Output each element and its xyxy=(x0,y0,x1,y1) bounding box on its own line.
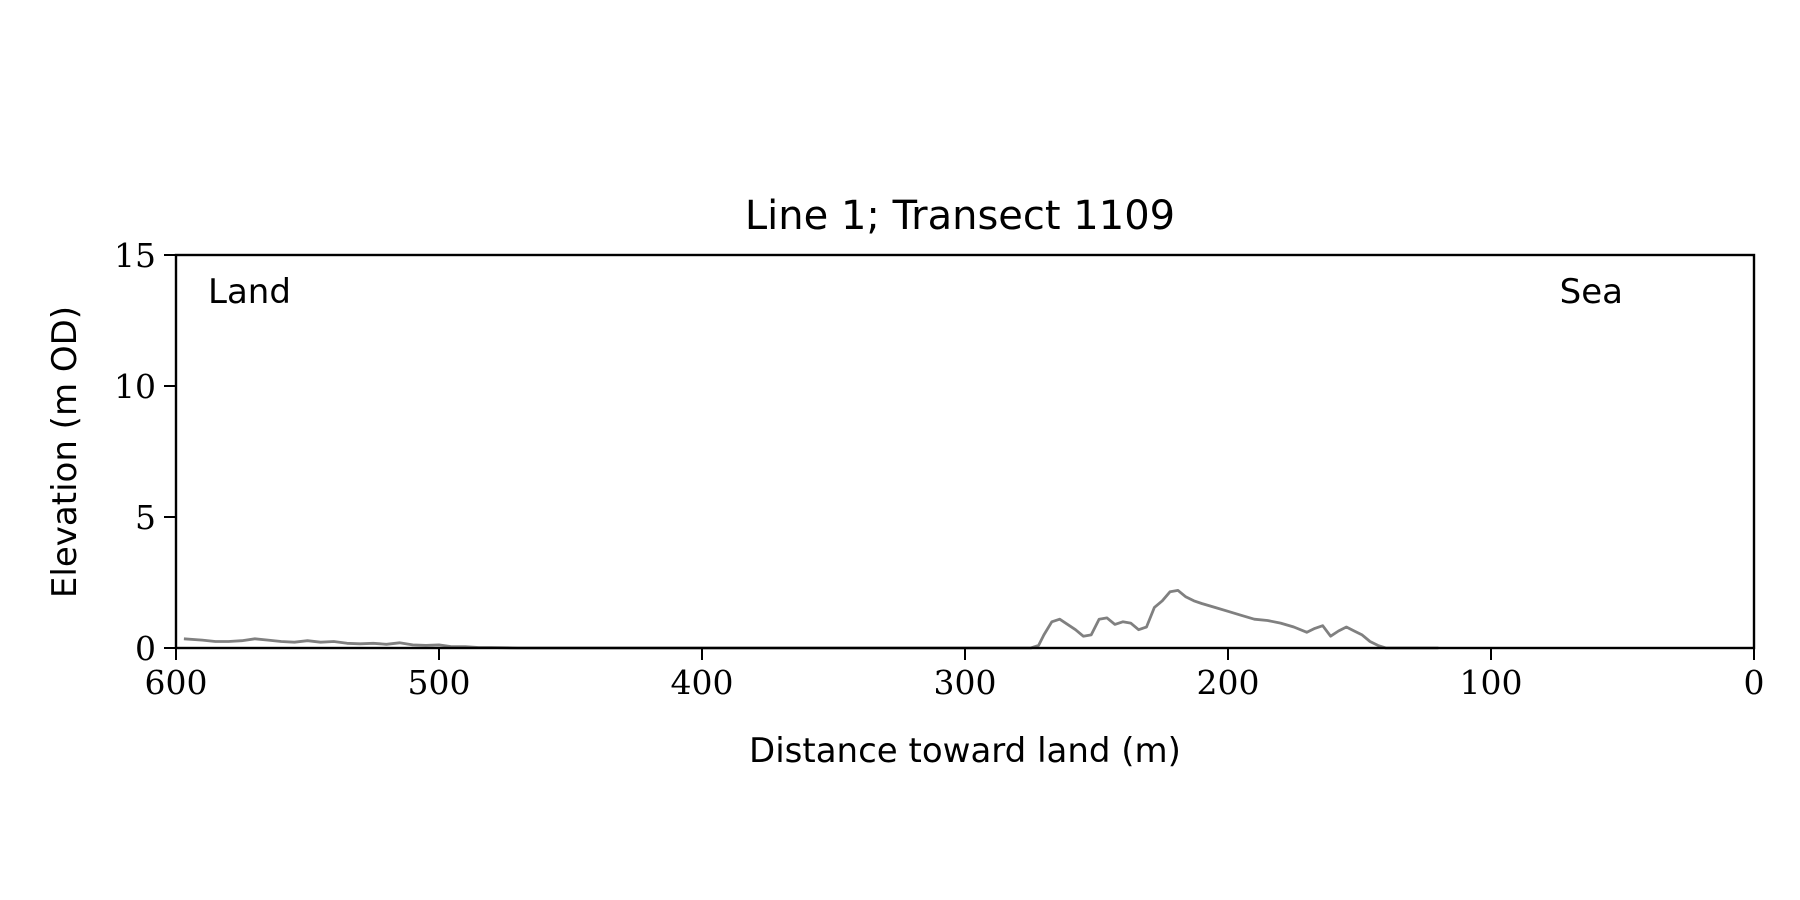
plot-area xyxy=(183,589,1439,650)
chart-title: Line 1; Transect 1109 xyxy=(745,193,1175,239)
y-tick-label: 10 xyxy=(114,367,156,406)
y-tick-label: 0 xyxy=(135,629,156,668)
plot-frame xyxy=(174,253,1756,650)
y-tick-label: 5 xyxy=(135,498,156,537)
y-tick-label: 15 xyxy=(114,236,156,275)
x-tick-label: 300 xyxy=(934,663,997,702)
x-tick-label: 400 xyxy=(671,663,734,702)
x-tick-label: 600 xyxy=(145,663,208,702)
x-tick-label: 200 xyxy=(1197,663,1260,702)
x-tick-label: 100 xyxy=(1460,663,1523,702)
x-axis: 600 500 400 300 200 100 0 xyxy=(145,648,1765,702)
land-annotation: Land xyxy=(208,272,291,312)
y-axis: 0 5 10 15 xyxy=(114,236,176,668)
sea-annotation: Sea xyxy=(1560,272,1623,312)
x-tick-label: 500 xyxy=(408,663,471,702)
x-tick-label: 0 xyxy=(1744,663,1765,702)
y-axis-label: Elevation (m OD) xyxy=(45,306,85,598)
x-axis-label: Distance toward land (m) xyxy=(749,731,1181,771)
elevation-profile-line xyxy=(183,589,1439,650)
